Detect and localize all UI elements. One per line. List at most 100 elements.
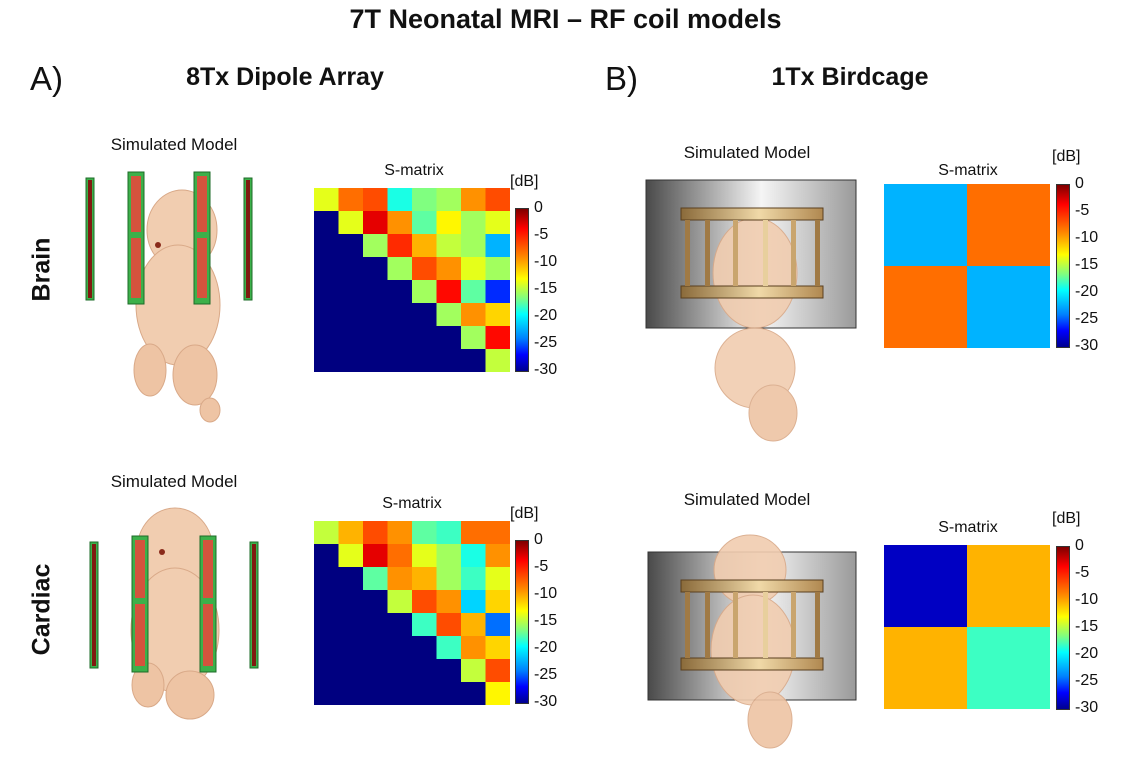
heatmap-cell [363, 682, 388, 705]
heatmap-cell [387, 257, 413, 281]
heatmap-cell [338, 590, 364, 614]
heatmap-cell [412, 544, 437, 568]
colorbar-tick: -5 [1075, 564, 1090, 581]
heatmap-cell [338, 188, 364, 212]
colorbar-tick: -25 [1075, 310, 1099, 327]
s-matrix-label-a-cardiac: S-matrix [382, 495, 442, 512]
row-label-brain: Brain [27, 237, 56, 302]
heatmap-cell [436, 613, 462, 637]
heatmap-cell [436, 659, 462, 683]
colorbar-tick: -15 [1075, 256, 1099, 273]
sim-model-label-b-brain: Simulated Model [683, 143, 811, 162]
heatmap-cell [436, 211, 462, 235]
colorbar-tick: -30 [534, 693, 558, 710]
heatmap-cell [338, 613, 364, 637]
heatmap-cell [412, 659, 437, 683]
colorbar-tick: -5 [1075, 202, 1090, 219]
heatmap-cell [387, 234, 413, 258]
colorbar-tick: -5 [534, 226, 549, 243]
s-matrix-label-b-brain: S-matrix [938, 162, 998, 179]
heatmap-cell [461, 257, 486, 281]
heatmap-cell [387, 659, 413, 683]
heatmap-cell [436, 257, 462, 281]
heatmap-cell [387, 590, 413, 614]
heatmap-cell [436, 326, 462, 350]
heatmap-cell [314, 257, 339, 281]
panel-a-title: 8Tx Dipole Array [186, 63, 384, 91]
heatmap-cell [461, 544, 486, 568]
heatmap-cell [338, 636, 364, 660]
heatmap-cell [363, 326, 388, 350]
heatmap-cell [387, 544, 413, 568]
colorbar-tick: -20 [534, 307, 558, 324]
heatmap-cell [412, 303, 437, 327]
birdcage-brain-model [645, 179, 857, 442]
heatmap-cell [412, 636, 437, 660]
heatmap-cell [461, 234, 486, 258]
birdcage-coil [680, 207, 824, 299]
heatmap-cell [485, 659, 510, 683]
heatmap-cell [314, 521, 339, 545]
heatmap-cell [338, 303, 364, 327]
heatmap-cell [436, 682, 462, 705]
heatmap-cell [485, 234, 510, 258]
heatmap-cell [412, 188, 437, 212]
heatmap-cell [485, 303, 510, 327]
panel-b-letter: B) [605, 60, 638, 97]
heatmap-cell [436, 521, 462, 545]
heatmap-cell [314, 613, 339, 637]
heatmap-cell [363, 234, 388, 258]
heatmap-cell [338, 521, 364, 545]
heatmap-cell [387, 303, 413, 327]
heatmap-cell [338, 326, 364, 350]
heatmap-cell [485, 349, 510, 372]
birdcage-cardiac-model [647, 534, 857, 749]
heatmap-cell [338, 659, 364, 683]
heatmap-cell [387, 211, 413, 235]
colorbar-tick: -20 [534, 639, 558, 656]
heatmap-cell [436, 590, 462, 614]
heatmap-cell [387, 636, 413, 660]
colorbar-ticks-a-cardiac: 0 -5 -10 -15 -20 -25 -30 [534, 532, 574, 712]
heatmap-cell [485, 613, 510, 637]
birdcage-coil [680, 579, 824, 671]
heatmap-cell [967, 545, 1050, 628]
heatmap-cell [967, 266, 1050, 348]
heatmap-cell [485, 682, 510, 705]
heatmap-cell [363, 544, 388, 568]
colorbar-tick: -10 [1075, 229, 1099, 246]
heatmap-cell [461, 521, 486, 545]
heatmap-cell [314, 682, 339, 705]
heatmap-cell [338, 280, 364, 304]
heatmap-cell [314, 590, 339, 614]
colorbar-tick: -30 [1075, 699, 1099, 716]
colorbar-a-brain [515, 208, 529, 372]
s-matrix-heatmap-b-brain [884, 184, 1050, 348]
heatmap-cell [436, 280, 462, 304]
heatmap-cell [884, 627, 968, 709]
heatmap-cell [412, 326, 437, 350]
dipole-array-brain-model [85, 171, 253, 423]
colorbar-tick: 0 [1075, 537, 1084, 554]
colorbar-tick: -10 [534, 253, 558, 270]
sim-model-label-a-cardiac: Simulated Model [110, 472, 238, 491]
colorbar-tick: -15 [534, 280, 558, 297]
colorbar-tick: -30 [1075, 337, 1099, 354]
heatmap-cell [412, 349, 437, 372]
heatmap-cell [485, 326, 510, 350]
heatmap-cell [387, 280, 413, 304]
heatmap-cell [967, 627, 1050, 709]
neonate-body [130, 507, 220, 720]
heatmap-cell [461, 211, 486, 235]
heatmap-cell [387, 682, 413, 705]
heatmap-cell [412, 257, 437, 281]
colorbar-tick: -20 [1075, 645, 1099, 662]
heatmap-cell [436, 303, 462, 327]
heatmap-cell [461, 659, 486, 683]
heatmap-cell [884, 545, 968, 628]
heatmap-cell [338, 211, 364, 235]
heatmap-cell [412, 280, 437, 304]
colorbar-tick: -20 [1075, 283, 1099, 300]
heatmap-cell [461, 326, 486, 350]
unit-label-a-cardiac: [dB] [510, 505, 539, 522]
